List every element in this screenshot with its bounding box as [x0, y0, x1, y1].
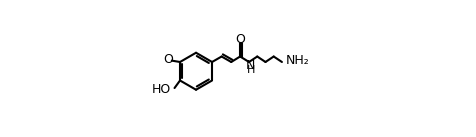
Text: O: O: [235, 33, 245, 46]
Text: NH₂: NH₂: [286, 54, 309, 67]
Text: HO: HO: [151, 83, 170, 96]
Text: N: N: [246, 59, 255, 72]
Text: O: O: [163, 53, 173, 66]
Text: H: H: [246, 65, 254, 75]
